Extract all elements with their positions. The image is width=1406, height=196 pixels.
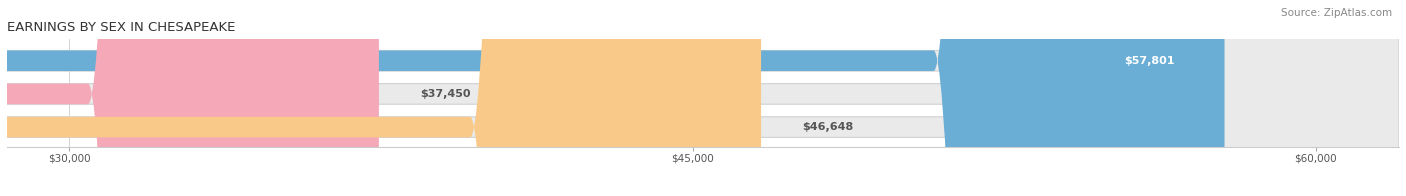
FancyBboxPatch shape: [0, 0, 1225, 196]
Text: EARNINGS BY SEX IN CHESAPEAKE: EARNINGS BY SEX IN CHESAPEAKE: [7, 21, 235, 34]
FancyBboxPatch shape: [0, 0, 378, 196]
Text: $46,648: $46,648: [803, 122, 853, 132]
Text: Source: ZipAtlas.com: Source: ZipAtlas.com: [1281, 8, 1392, 18]
FancyBboxPatch shape: [0, 0, 761, 196]
Text: $57,801: $57,801: [1125, 56, 1174, 66]
Text: $37,450: $37,450: [420, 89, 471, 99]
